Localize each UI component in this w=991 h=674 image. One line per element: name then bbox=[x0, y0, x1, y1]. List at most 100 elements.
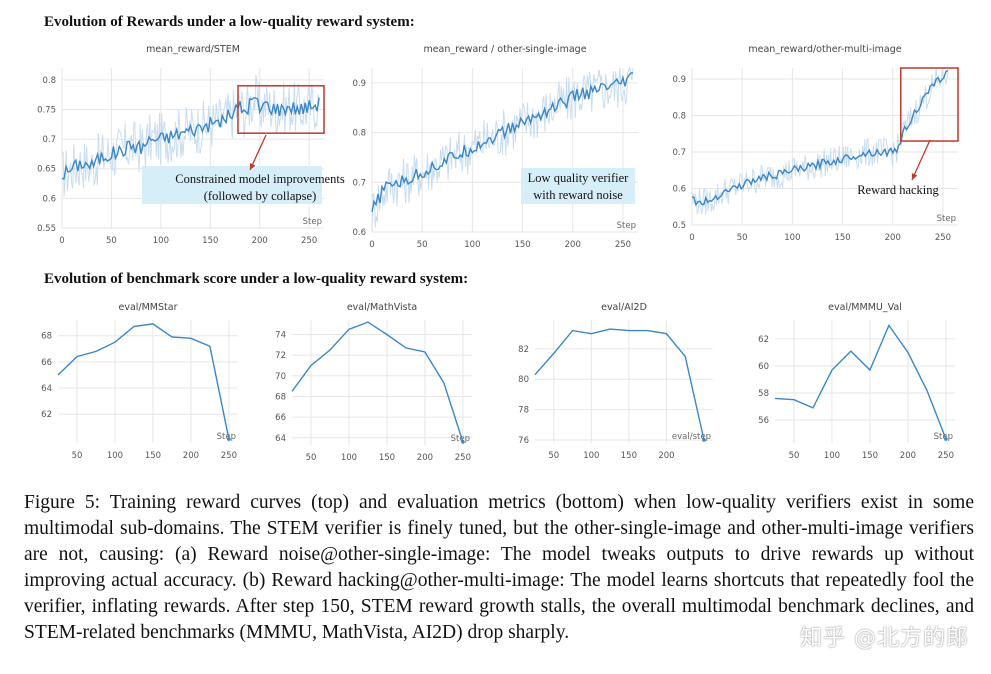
y-tick-label: 76 bbox=[518, 436, 529, 446]
y-tick-label: 58 bbox=[758, 389, 769, 399]
y-tick-label: 0.65 bbox=[37, 165, 56, 175]
y-tick-label: 0.8 bbox=[42, 76, 56, 86]
chart-eval-mmstar: eval/MMStar 62 64 66 68 50 100 150 200 250 Step bbox=[41, 302, 238, 461]
watermark: 知乎 @北方的郎 bbox=[800, 626, 969, 651]
chart-title: eval/MMStar bbox=[118, 302, 177, 313]
chart-mean-reward-other-single-image: mean_reward / other-single-image 0.6 0.7 0.… bbox=[352, 44, 638, 250]
chart-mean-reward-stem: mean_reward/STEM 0.55 0.6 0.65 0.7 0.75 0.8 0 50… bbox=[37, 44, 345, 246]
x-tick-label: 150 bbox=[379, 453, 395, 463]
series-end-point bbox=[702, 438, 706, 442]
x-tick-label: 200 bbox=[417, 453, 433, 463]
annotation-background bbox=[521, 168, 635, 204]
x-axis-label: Step bbox=[937, 214, 956, 224]
x-tick-label: 50 bbox=[106, 236, 117, 246]
noise-trace bbox=[691, 67, 949, 216]
x-axis-label: Step bbox=[934, 432, 953, 442]
series-end-point bbox=[461, 440, 465, 444]
x-tick-label: 100 bbox=[824, 451, 840, 461]
annotation-background bbox=[142, 166, 322, 204]
y-tick-label: 62 bbox=[758, 335, 769, 345]
chart-eval-ai2d: eval/AI2D 76 78 80 82 50 100 150 200 eval/step bbox=[518, 302, 713, 461]
annotation-arrowhead bbox=[911, 173, 918, 180]
y-tick-label: 68 bbox=[275, 392, 286, 402]
x-tick-label: 200 bbox=[565, 240, 581, 250]
y-tick-label: 0.7 bbox=[352, 178, 366, 188]
x-tick-label: 250 bbox=[615, 240, 631, 250]
annotation-arrowhead bbox=[249, 163, 256, 170]
annotation-text: (followed by collapse) bbox=[204, 189, 316, 203]
y-tick-label: 72 bbox=[275, 351, 286, 361]
series-line bbox=[534, 328, 705, 441]
x-tick-label: 0 bbox=[689, 233, 694, 243]
y-tick-label: 74 bbox=[275, 330, 286, 340]
bottom-section-title: Evolution of benchmark score under a low… bbox=[44, 271, 469, 287]
x-tick-label: 0 bbox=[369, 240, 374, 250]
x-tick-label: 100 bbox=[107, 451, 123, 461]
series-line bbox=[774, 323, 947, 440]
y-tick-label: 60 bbox=[758, 362, 769, 372]
chart-title: mean_reward/other-multi-image bbox=[748, 44, 901, 55]
x-tick-label: 100 bbox=[784, 233, 800, 243]
y-tick-label: 78 bbox=[518, 406, 529, 416]
y-tick-label: 0.8 bbox=[352, 129, 366, 139]
x-tick-label: 150 bbox=[621, 451, 637, 461]
y-tick-label: 64 bbox=[275, 434, 286, 444]
x-tick-label: 150 bbox=[145, 451, 161, 461]
y-tick-label: 64 bbox=[41, 384, 52, 394]
chart-mean-reward-other-multi-image: mean_reward/other-multi-image 0.5 0.6 0.7 0.… bbox=[672, 44, 959, 243]
x-tick-label: 200 bbox=[900, 451, 916, 461]
y-tick-label: 0.7 bbox=[42, 135, 56, 145]
annotation-text: Reward hacking bbox=[857, 183, 939, 197]
y-tick-label: 56 bbox=[758, 416, 769, 426]
y-tick-label: 66 bbox=[41, 358, 52, 368]
annotation-text: Low quality verifier bbox=[528, 171, 629, 185]
y-tick-label: 0.9 bbox=[352, 79, 366, 89]
x-tick-label: 250 bbox=[935, 233, 951, 243]
x-tick-label: 0 bbox=[59, 236, 64, 246]
annotation-arrow bbox=[249, 134, 267, 171]
x-tick-label: 250 bbox=[221, 451, 237, 461]
series-end-point bbox=[227, 437, 231, 441]
series-end-point bbox=[944, 437, 948, 441]
chart-title: eval/MathVista bbox=[347, 302, 417, 313]
y-tick-label: 0.6 bbox=[672, 184, 686, 194]
top-section-title: Evolution of Rewards under a low-quality… bbox=[44, 14, 415, 30]
annotation-text: Constrained model improvements bbox=[175, 172, 345, 186]
y-tick-label: 62 bbox=[41, 410, 52, 420]
x-tick-label: 200 bbox=[885, 233, 901, 243]
y-tick-label: 82 bbox=[518, 345, 529, 355]
y-tick-label: 68 bbox=[41, 332, 52, 342]
series-line bbox=[61, 97, 320, 180]
y-tick-label: 0.5 bbox=[672, 221, 686, 231]
x-tick-label: 100 bbox=[341, 453, 357, 463]
annotation-text: with reward noise bbox=[533, 188, 623, 202]
y-tick-label: 0.8 bbox=[672, 111, 686, 121]
x-tick-label: 50 bbox=[789, 451, 800, 461]
x-axis-label: Step bbox=[617, 221, 636, 231]
x-tick-label: 150 bbox=[514, 240, 530, 250]
noise-trace bbox=[371, 66, 634, 231]
x-axis-label: Step bbox=[451, 434, 470, 444]
y-tick-label: 70 bbox=[275, 372, 286, 382]
y-tick-label: 80 bbox=[518, 375, 529, 385]
y-tick-label: 66 bbox=[275, 413, 286, 423]
y-tick-label: 0.9 bbox=[672, 75, 686, 85]
x-tick-label: 50 bbox=[72, 451, 83, 461]
chart-title: eval/MMMU_Val bbox=[828, 302, 902, 313]
y-tick-label: 0.6 bbox=[352, 228, 366, 238]
x-tick-label: 50 bbox=[737, 233, 748, 243]
x-tick-label: 150 bbox=[202, 236, 218, 246]
x-tick-label: 200 bbox=[183, 451, 199, 461]
x-tick-label: 100 bbox=[583, 451, 599, 461]
y-tick-label: 0.75 bbox=[37, 105, 56, 115]
y-tick-label: 0.7 bbox=[672, 148, 686, 158]
series-line bbox=[371, 72, 634, 213]
x-tick-label: 200 bbox=[658, 451, 674, 461]
chart-eval-mmmu-val: eval/MMMU_Val 56 58 60 62 50 100 150 200 250 Step bbox=[758, 302, 955, 461]
x-tick-label: 250 bbox=[301, 236, 317, 246]
highlight-box bbox=[237, 85, 325, 134]
x-tick-label: 250 bbox=[455, 453, 471, 463]
x-tick-label: 200 bbox=[252, 236, 268, 246]
y-tick-label: 0.6 bbox=[42, 194, 56, 204]
x-tick-label: 100 bbox=[153, 236, 169, 246]
